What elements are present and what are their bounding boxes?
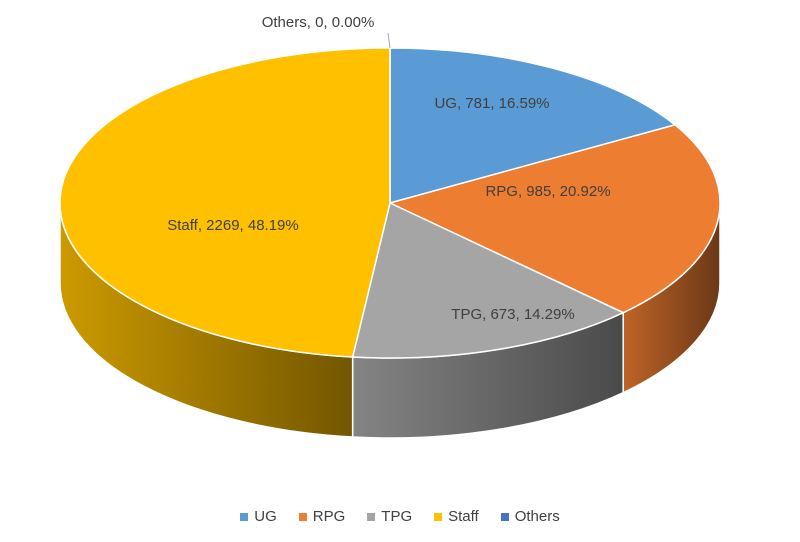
legend-label-tpg: TPG [381, 508, 413, 525]
chart-legend: UG RPG TPG Staff Others [0, 508, 800, 525]
legend-item-tpg: TPG [367, 508, 412, 525]
pie-slice-rpg [387, 124, 721, 314]
legend-item-staff: Staff [434, 508, 479, 525]
legend-swatch-tpg [367, 512, 376, 521]
legend-label-others: Others [514, 508, 560, 525]
pie-chart-svg: UG, 781, 16.59% RPG, 985, 20.92% TPG, 673,… [59, 14, 721, 439]
pie-data-labels: UG, 781, 16.59% RPG, 985, 20.92% TPG, 673,… [167, 14, 610, 323]
legend-item-others: Others [500, 508, 560, 525]
legend-item-rpg: RPG [298, 508, 346, 525]
legend-swatch-rpg [298, 512, 307, 521]
pie-slice-staff [59, 47, 391, 358]
data-label-staff: Staff, 2269, 48.19% [167, 217, 299, 234]
data-label-others: Others, 0, 0.00% [262, 14, 375, 31]
pie-slice-ug [389, 47, 677, 204]
pie-slice-tpg [351, 201, 625, 359]
pie-sides [59, 202, 721, 439]
legend-swatch-staff [434, 512, 443, 521]
legend-label-rpg: RPG [312, 508, 346, 525]
legend-label-ug: UG [254, 508, 277, 525]
legend-swatch-others [500, 512, 509, 521]
pie-top-slices [59, 47, 721, 359]
legend-item-ug: UG [240, 508, 277, 525]
data-label-tpg: TPG, 673, 14.29% [451, 306, 574, 323]
data-label-ug: UG, 781, 16.59% [434, 95, 549, 112]
legend-label-staff: Staff [448, 508, 479, 525]
data-label-rpg: RPG, 985, 20.92% [485, 183, 610, 200]
legend-swatch-ug [240, 512, 249, 521]
leader-line-others [387, 32, 391, 49]
